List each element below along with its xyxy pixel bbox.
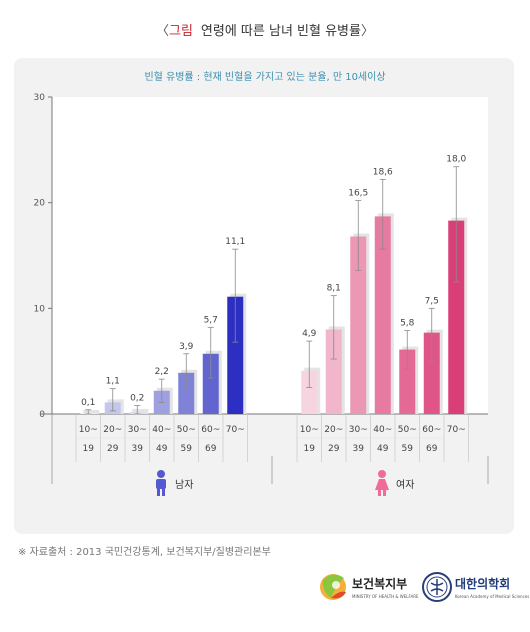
x-tick-label-bottom: 59 xyxy=(402,444,414,454)
figure-title: 〈그림 연령에 따른 남녀 빈혈 유병률〉 xyxy=(0,20,530,39)
x-tick-label-bottom: 59 xyxy=(181,444,193,454)
figure-title-text: 연령에 따른 남녀 빈혈 유병률 xyxy=(200,24,361,39)
bar-shadow xyxy=(132,408,149,414)
data-label: 11,1 xyxy=(225,237,245,247)
x-tick-label-top: 30~ xyxy=(349,425,368,435)
y-tick-label: 10 xyxy=(34,304,46,314)
data-label: 1,1 xyxy=(106,377,120,387)
bar-female xyxy=(301,370,318,414)
data-label: 18,0 xyxy=(446,155,466,165)
x-tick-label-top: 70~ xyxy=(226,425,245,435)
x-tick-label-top: 20~ xyxy=(103,425,122,435)
x-tick-label-bottom: 39 xyxy=(353,444,365,454)
bar-male xyxy=(178,372,195,414)
ministry-logo-name: 보건복지부 xyxy=(352,576,407,591)
male-icon xyxy=(162,488,165,496)
x-tick-label-top: 60~ xyxy=(422,425,441,435)
ministry-logo-icon xyxy=(320,574,346,600)
bar-female xyxy=(399,349,416,414)
data-label: 18,6 xyxy=(373,167,393,177)
bar-female xyxy=(325,329,342,414)
y-tick-label: 0 xyxy=(39,410,45,420)
ministry-logo-sub: MINISTRY OF HEALTH & WELFARE xyxy=(352,594,419,599)
male-icon xyxy=(157,470,165,478)
x-tick-label-top: 20~ xyxy=(324,425,343,435)
figure-tag: 그림 xyxy=(169,24,193,39)
group-label: 여자 xyxy=(396,479,414,491)
x-tick-label-top: 30~ xyxy=(128,425,147,435)
data-label: 5,8 xyxy=(400,319,415,329)
academy-logo-icon xyxy=(422,572,452,602)
title-left-bracket: 〈 xyxy=(155,24,169,39)
data-label: 8,1 xyxy=(327,284,341,294)
female-icon xyxy=(383,490,386,496)
data-label: 5,7 xyxy=(204,315,218,325)
y-tick-label: 30 xyxy=(34,93,46,103)
x-tick-label-top: 50~ xyxy=(177,425,196,435)
male-icon xyxy=(157,488,160,496)
bar-female xyxy=(423,332,440,414)
x-tick-label-top: 70~ xyxy=(447,425,466,435)
male-icon xyxy=(156,479,166,489)
x-tick-label-bottom: 19 xyxy=(83,444,95,454)
bar-female xyxy=(448,220,465,414)
academy-logo-sub: Korean Academy of Medical Sciences xyxy=(455,594,529,599)
bar-male xyxy=(202,353,219,414)
group-label: 남자 xyxy=(175,479,193,491)
x-tick-label-bottom: 39 xyxy=(132,444,144,454)
bar-shadow xyxy=(83,409,100,414)
bar-female xyxy=(374,216,391,414)
data-label: 7,5 xyxy=(425,296,439,306)
data-label: 2,2 xyxy=(155,367,169,377)
x-tick-label-top: 40~ xyxy=(152,425,171,435)
x-tick-label-bottom: 69 xyxy=(205,444,217,454)
x-tick-label-bottom: 29 xyxy=(328,444,340,454)
data-label: 4,9 xyxy=(302,329,317,339)
x-tick-label-top: 50~ xyxy=(398,425,417,435)
x-tick-label-bottom: 29 xyxy=(107,444,119,454)
data-label: 0,1 xyxy=(81,398,95,408)
y-tick-label: 20 xyxy=(34,199,46,209)
academy-logo-name: 대한의학회 xyxy=(455,576,510,591)
x-tick-label-bottom: 49 xyxy=(156,444,168,454)
x-tick-label-bottom: 49 xyxy=(377,444,389,454)
x-tick-label-top: 40~ xyxy=(373,425,392,435)
x-tick-label-top: 10~ xyxy=(300,425,319,435)
x-tick-label-bottom: 69 xyxy=(426,444,438,454)
x-tick-label-top: 10~ xyxy=(79,425,98,435)
chart-subtitle: 빈혈 유병률 : 현재 빈혈을 가지고 있는 분율, 만 10세이상 xyxy=(144,72,386,83)
source-note: ※ 자료출처 : 2013 국민건강통계, 보건복지부/질병관리본부 xyxy=(18,547,271,558)
data-label: 16,5 xyxy=(348,189,368,199)
title-right-bracket: 〉 xyxy=(360,24,374,39)
data-label: 0,2 xyxy=(130,394,144,404)
female-icon xyxy=(375,479,389,490)
bar-male xyxy=(227,296,244,414)
x-tick-label-top: 60~ xyxy=(201,425,220,435)
female-icon xyxy=(378,470,386,478)
female-icon xyxy=(378,490,381,496)
x-tick-label-bottom: 19 xyxy=(304,444,316,454)
bar-female xyxy=(350,236,367,414)
data-label: 3,9 xyxy=(179,342,194,352)
